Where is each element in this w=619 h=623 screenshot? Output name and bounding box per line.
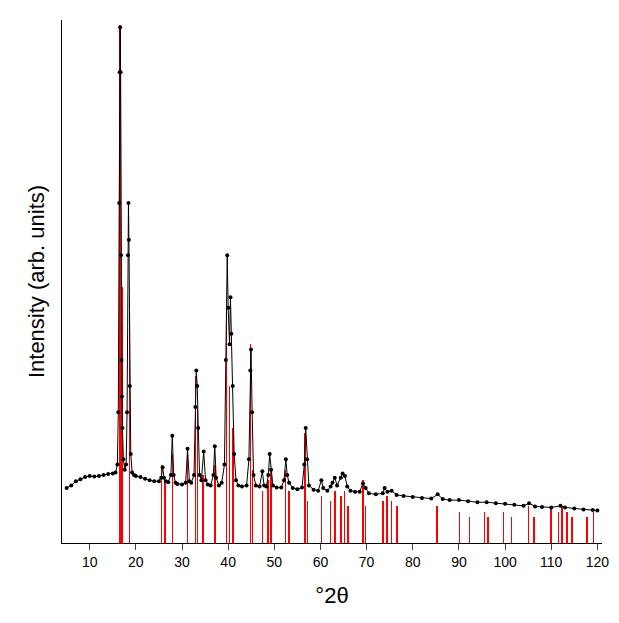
svg-text:110: 110 [540, 554, 563, 570]
svg-text:120: 120 [586, 554, 610, 570]
svg-text:10: 10 [82, 554, 98, 570]
svg-text:°2θ: °2θ [315, 583, 348, 608]
svg-text:90: 90 [451, 554, 467, 570]
svg-text:50: 50 [267, 554, 283, 570]
svg-text:70: 70 [359, 554, 375, 570]
svg-text:Intensity (arb. units): Intensity (arb. units) [24, 185, 49, 378]
svg-text:30: 30 [174, 554, 190, 570]
svg-text:40: 40 [220, 554, 236, 570]
svg-text:20: 20 [128, 554, 144, 570]
svg-text:80: 80 [405, 554, 421, 570]
svg-text:100: 100 [493, 554, 517, 570]
svg-text:60: 60 [313, 554, 329, 570]
